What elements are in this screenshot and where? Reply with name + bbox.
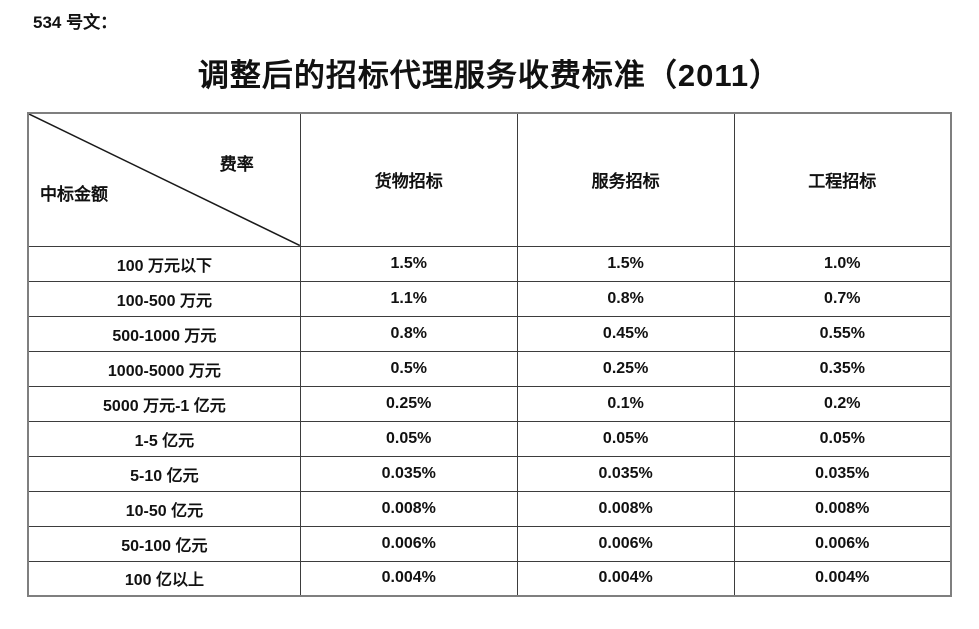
corner-label-amount: 中标金额 bbox=[40, 185, 108, 204]
corner-header-cell: 费率 中标金额 bbox=[27, 112, 301, 247]
fee-rate-cell: 0.008% bbox=[516, 490, 735, 527]
fee-rate-cell: 0.05% bbox=[733, 420, 952, 457]
fee-rate-cell: 0.035% bbox=[733, 455, 952, 492]
fee-rate-cell: 0.1% bbox=[516, 385, 735, 422]
table-row: 500-1000 万元 0.8% 0.45% 0.55% bbox=[27, 315, 952, 352]
table-row: 1000-5000 万元 0.5% 0.25% 0.35% bbox=[27, 350, 952, 387]
column-header-works-bidding: 工程招标 bbox=[733, 112, 952, 247]
fee-rate-cell: 0.25% bbox=[516, 350, 735, 387]
table-row: 5-10 亿元 0.035% 0.035% 0.035% bbox=[27, 455, 952, 492]
fee-rate-cell: 0.8% bbox=[299, 315, 518, 352]
row-label-amount-range: 1000-5000 万元 bbox=[27, 350, 301, 387]
row-label-amount-range: 100 万元以下 bbox=[27, 245, 301, 282]
fee-rate-cell: 0.5% bbox=[299, 350, 518, 387]
row-label-amount-range: 500-1000 万元 bbox=[27, 315, 301, 352]
fee-rate-cell: 0.006% bbox=[733, 525, 952, 562]
fee-rate-cell: 0.2% bbox=[733, 385, 952, 422]
row-label-amount-range: 5000 万元-1 亿元 bbox=[27, 385, 301, 422]
fee-rate-table: 费率 中标金额 货物招标 服务招标 工程招标 100 万元以下 1.5% 1.5% 1… bbox=[27, 112, 952, 597]
row-label-amount-range: 10-50 亿元 bbox=[27, 490, 301, 527]
fee-rate-cell: 0.035% bbox=[516, 455, 735, 492]
fee-rate-cell: 0.008% bbox=[733, 490, 952, 527]
column-header-service-bidding: 服务招标 bbox=[516, 112, 735, 247]
diagonal-divider-line bbox=[29, 114, 300, 246]
table-body: 100 万元以下 1.5% 1.5% 1.0% 100-500 万元 1.1% 0.8% 0.… bbox=[27, 245, 952, 597]
fee-rate-cell: 1.5% bbox=[299, 245, 518, 282]
header-row: 费率 中标金额 货物招标 服务招标 工程招标 bbox=[27, 112, 952, 247]
fee-rate-cell: 0.004% bbox=[733, 560, 952, 597]
fee-rate-cell: 0.004% bbox=[299, 560, 518, 597]
fee-rate-cell: 0.55% bbox=[733, 315, 952, 352]
table-row: 100-500 万元 1.1% 0.8% 0.7% bbox=[27, 280, 952, 317]
row-label-amount-range: 5-10 亿元 bbox=[27, 455, 301, 492]
fee-rate-cell: 0.008% bbox=[299, 490, 518, 527]
row-label-amount-range: 100 亿以上 bbox=[27, 560, 301, 597]
row-label-amount-range: 1-5 亿元 bbox=[27, 420, 301, 457]
fee-rate-cell: 1.1% bbox=[299, 280, 518, 317]
row-label-amount-range: 100-500 万元 bbox=[27, 280, 301, 317]
column-header-goods-bidding: 货物招标 bbox=[299, 112, 518, 247]
fee-rate-cell: 0.7% bbox=[733, 280, 952, 317]
fee-rate-cell: 0.006% bbox=[299, 525, 518, 562]
table-row: 10-50 亿元 0.008% 0.008% 0.008% bbox=[27, 490, 952, 527]
table-row: 100 万元以下 1.5% 1.5% 1.0% bbox=[27, 245, 952, 282]
fee-rate-cell: 0.25% bbox=[299, 385, 518, 422]
fee-rate-cell: 0.004% bbox=[516, 560, 735, 597]
fee-rate-cell: 0.006% bbox=[516, 525, 735, 562]
fee-rate-cell: 1.0% bbox=[733, 245, 952, 282]
fee-rate-cell: 0.035% bbox=[299, 455, 518, 492]
row-label-amount-range: 50-100 亿元 bbox=[27, 525, 301, 562]
fee-rate-cell: 0.35% bbox=[733, 350, 952, 387]
fee-rate-cell: 1.5% bbox=[516, 245, 735, 282]
fee-rate-cell: 0.8% bbox=[516, 280, 735, 317]
page-title: 调整后的招标代理服务收费标准（2011） bbox=[197, 58, 782, 93]
fee-rate-cell: 0.45% bbox=[516, 315, 735, 352]
doc-number-label: 534 号文： bbox=[33, 13, 118, 32]
table-row: 5000 万元-1 亿元 0.25% 0.1% 0.2% bbox=[27, 385, 952, 422]
table-row: 50-100 亿元 0.006% 0.006% 0.006% bbox=[27, 525, 952, 562]
fee-rate-cell: 0.05% bbox=[516, 420, 735, 457]
table-row: 100 亿以上 0.004% 0.004% 0.004% bbox=[27, 560, 952, 597]
corner-label-rate: 费率 bbox=[219, 155, 254, 174]
table-row: 1-5 亿元 0.05% 0.05% 0.05% bbox=[27, 420, 952, 457]
fee-rate-cell: 0.05% bbox=[299, 420, 518, 457]
